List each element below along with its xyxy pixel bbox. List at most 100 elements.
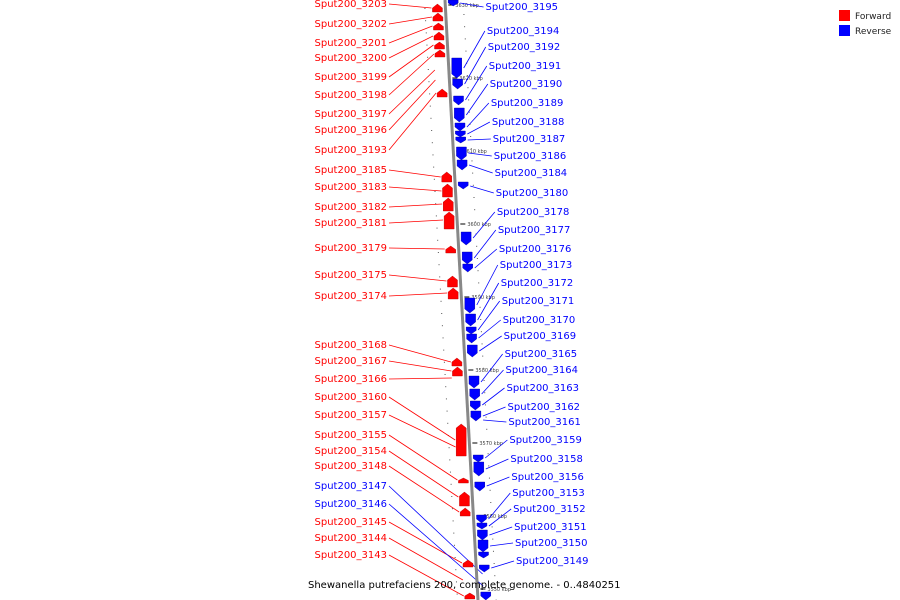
reverse-gene-label: Sput200_3152: [513, 504, 586, 515]
minor-tick: [445, 398, 447, 400]
minor-tick: [449, 471, 451, 473]
forward-leader-line: [388, 219, 444, 224]
minor-tick: [488, 465, 490, 467]
minor-tick: [455, 569, 457, 571]
forward-leader-line: [388, 537, 464, 581]
forward-gene-arrow: [445, 245, 456, 254]
forward-leader-line: [388, 465, 460, 513]
minor-tick: [490, 502, 492, 503]
minor-tick: [428, 81, 430, 83]
reverse-gene-label: Sput200_3170: [503, 315, 576, 326]
reverse-gene-arrow: [477, 529, 488, 541]
reverse-gene-label: Sput200_3147: [315, 481, 388, 492]
reverse-leader-line: [480, 353, 503, 383]
reverse-gene-arrow: [465, 326, 477, 335]
forward-gene-label: Sput200_3144: [315, 533, 388, 544]
minor-tick: [474, 209, 476, 211]
minor-tick: [450, 483, 452, 485]
minor-tick: [472, 172, 474, 174]
forward-gene-label: Sput200_3183: [315, 182, 388, 193]
minor-tick: [427, 56, 429, 58]
reverse-gene-arrow: [468, 375, 480, 389]
reverse-leader-line: [465, 65, 488, 101]
minor-tick: [435, 203, 437, 205]
reverse-gene-arrow: [454, 107, 465, 123]
minor-tick: [447, 422, 449, 424]
reverse-leader-line: [488, 492, 511, 520]
reverse-gene-label: Sput200_3169: [504, 331, 577, 342]
tick-label: 3580 kbp: [475, 368, 499, 374]
reverse-gene-label: Sput200_3172: [501, 278, 573, 289]
minor-tick: [429, 93, 431, 95]
reverse-gene-arrow: [473, 461, 484, 477]
reverse-leader-line: [465, 83, 489, 116]
forward-leader-line: [388, 396, 456, 441]
minor-tick: [493, 563, 495, 564]
reverse-leader-line: [388, 485, 483, 575]
reverse-leader-line: [483, 419, 507, 423]
minor-tick: [435, 215, 437, 217]
reverse-leader-line: [486, 476, 510, 487]
reverse-gene-label: Sput200_3151: [514, 522, 587, 533]
minor-tick: [481, 343, 483, 345]
forward-gene-arrow: [443, 211, 455, 230]
reverse-gene-arrow: [455, 136, 466, 144]
forward-leader-line: [388, 35, 434, 59]
forward-leader-line: [388, 25, 433, 44]
minor-tick: [468, 99, 470, 101]
minor-tick: [437, 252, 439, 253]
minor-tick: [451, 508, 453, 510]
forward-leader-line: [388, 44, 434, 78]
minor-tick: [484, 404, 486, 406]
reverse-gene-arrow: [469, 388, 480, 401]
forward-gene-arrow: [459, 507, 471, 517]
minor-tick: [478, 294, 480, 296]
reverse-gene-arrow: [477, 539, 489, 553]
minor-tick: [473, 197, 475, 198]
tick-label: 3620 kbp: [459, 76, 483, 82]
forward-gene-arrow: [434, 41, 445, 50]
reverse-leader-line: [472, 211, 496, 239]
tick-label: 3630 kbp: [455, 3, 479, 9]
forward-leader-line: [388, 344, 452, 363]
forward-leader-line: [388, 377, 452, 380]
reverse-gene-arrow: [464, 297, 476, 314]
forward-leader-line: [388, 203, 443, 208]
minor-tick: [463, 14, 465, 15]
forward-gene-label: Sput200_3174: [315, 291, 388, 302]
minor-tick: [482, 355, 484, 357]
reverse-gene-arrow: [447, 0, 459, 7]
genome-backbone: [443, 0, 480, 600]
forward-gene-arrow: [442, 183, 453, 198]
reverse-gene-label: Sput200_3171: [502, 296, 574, 307]
reverse-gene-arrow: [480, 591, 491, 600]
minor-tick: [436, 227, 438, 229]
reverse-gene-label: Sput200_3177: [498, 225, 571, 236]
reverse-gene-label: Sput200_3184: [495, 168, 568, 179]
reverse-gene-arrow: [460, 231, 472, 246]
forward-gene-label: Sput200_3201: [315, 38, 388, 49]
forward-gene-arrow: [456, 423, 467, 457]
minor-tick: [467, 87, 469, 89]
reverse-leader-line: [479, 335, 502, 352]
forward-gene-label: Sput200_3160: [315, 392, 388, 403]
legend-reverse-label: Reverse: [855, 27, 892, 37]
minor-tick: [443, 349, 445, 351]
minor-tick: [438, 264, 440, 266]
minor-tick: [494, 575, 496, 577]
reverse-gene-label: Sput200_3191: [489, 61, 562, 72]
reverse-gene-label: Sput200_3190: [490, 79, 563, 90]
reverse-gene-arrow: [465, 313, 476, 327]
forward-gene-label: Sput200_3199: [315, 72, 388, 83]
minor-tick: [429, 105, 431, 107]
reverse-gene-label: Sput200_3195: [486, 2, 559, 13]
minor-tick: [437, 239, 439, 241]
reverse-leader-line: [463, 30, 486, 69]
forward-gene-arrow: [433, 31, 445, 41]
reverse-gene-arrow: [467, 344, 478, 358]
forward-leader-line: [388, 3, 432, 9]
minor-tick: [471, 160, 473, 162]
forward-gene-arrow: [436, 88, 448, 98]
minor-tick: [474, 221, 476, 223]
forward-gene-label: Sput200_3193: [315, 145, 388, 156]
